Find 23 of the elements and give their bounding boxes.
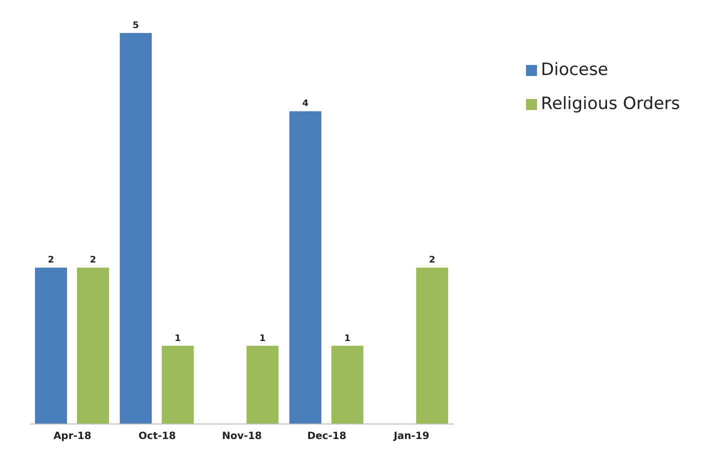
- x-tick-label: Dec-18: [307, 431, 346, 442]
- data-label: 1: [259, 334, 266, 344]
- data-label: 4: [302, 99, 308, 110]
- legend-label: Religious Orders: [540, 94, 680, 114]
- x-tick-label: Nov-18: [222, 431, 262, 442]
- bar: [162, 346, 194, 424]
- data-label: 2: [48, 256, 54, 266]
- x-tick-label: Apr-18: [53, 431, 92, 442]
- data-label: 2: [429, 256, 436, 266]
- bar: [289, 111, 322, 424]
- data-label: 1: [174, 334, 181, 344]
- bar: [416, 268, 448, 424]
- x-tick-label: Jan-19: [392, 431, 430, 442]
- bar: [331, 346, 364, 424]
- data-label: 1: [344, 334, 350, 344]
- data-label: 2: [90, 256, 96, 266]
- bar: [35, 268, 67, 424]
- bar: [120, 33, 152, 424]
- bar: [77, 268, 109, 424]
- data-label: 5: [132, 21, 139, 31]
- bar: [246, 346, 279, 424]
- legend-label: Diocese: [540, 60, 608, 80]
- x-tick-label: Oct-18: [138, 431, 176, 442]
